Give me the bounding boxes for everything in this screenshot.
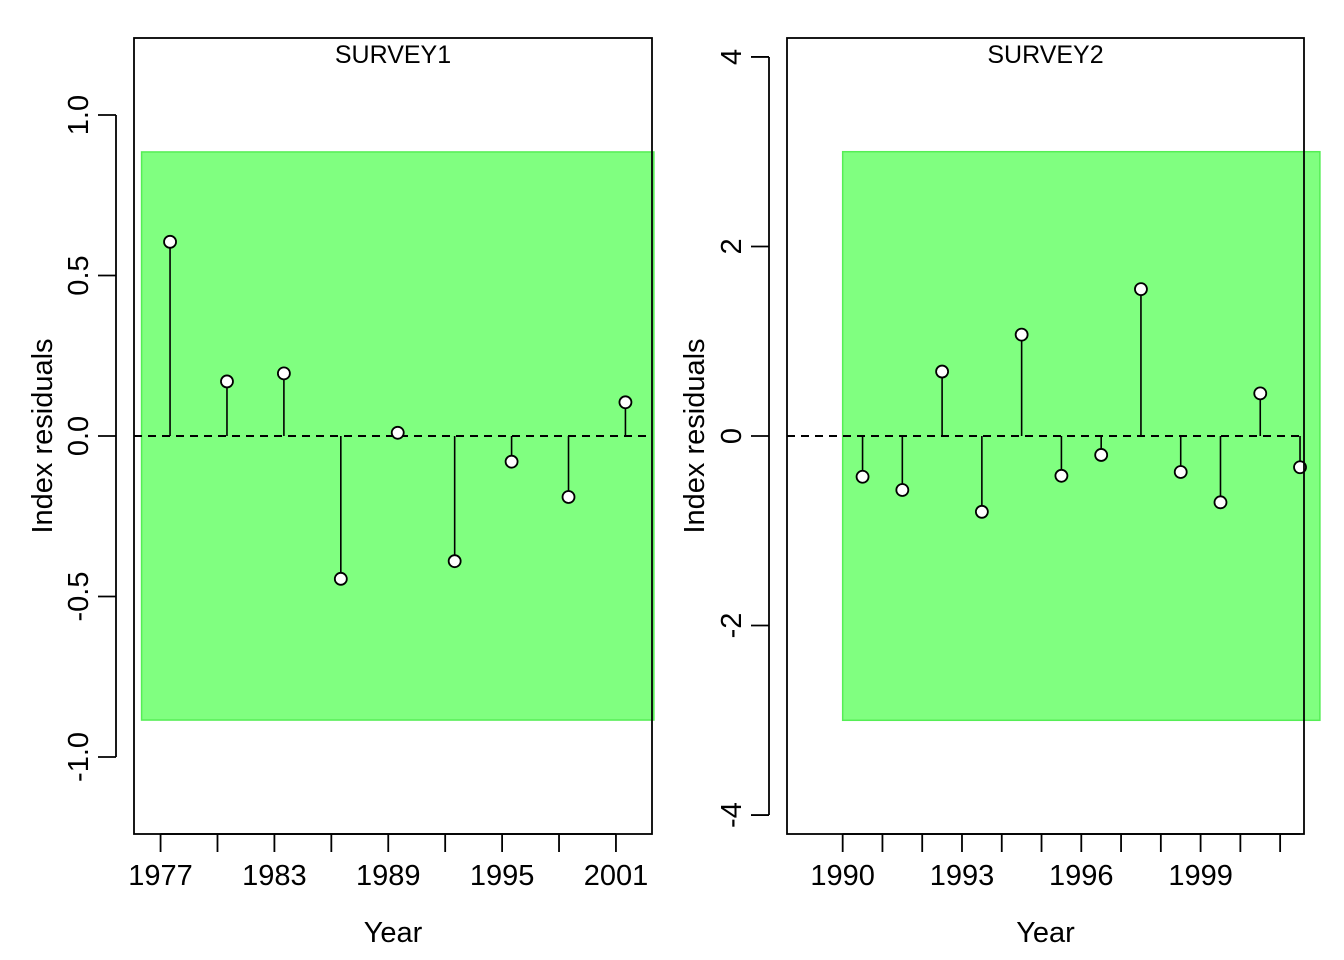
residual-point <box>1173 465 1188 479</box>
residual-point <box>855 469 870 484</box>
residual-point <box>333 571 348 586</box>
x-axis-label: Year <box>1016 917 1075 949</box>
panel-survey2: SURVEY2 1990 1993 1996 1999 Year -4 -2 0 2 4 Index … <box>679 37 1321 949</box>
residual-point <box>561 490 576 504</box>
residual-point <box>618 395 633 410</box>
y-tick-label: -0.5 <box>63 571 95 621</box>
x-tick-label: 1977 <box>128 860 193 892</box>
y-tick-label: 0.0 <box>63 416 95 456</box>
x-tick-label: 1983 <box>242 860 307 892</box>
x-axis-label: Year <box>364 917 423 949</box>
x-tick-label: 1995 <box>470 860 535 892</box>
residual-point <box>1014 327 1029 342</box>
x-tick-label: 1999 <box>1168 860 1233 892</box>
residual-point <box>1293 460 1307 475</box>
residual-point <box>504 454 519 469</box>
residual-point <box>1134 282 1148 297</box>
x-tick-label: 1990 <box>810 860 875 892</box>
residual-point <box>895 483 910 497</box>
y-tick-label: 1.0 <box>63 95 95 135</box>
y-tick-label: 0 <box>716 428 748 444</box>
x-tick-label: 2001 <box>584 860 649 892</box>
y-tick-label: 0.5 <box>63 255 95 295</box>
residual-point <box>390 425 405 440</box>
residual-point <box>220 374 234 389</box>
y-tick-label: -2 <box>716 613 748 639</box>
x-tick-label: 1996 <box>1049 860 1114 892</box>
residual-point <box>1253 386 1268 401</box>
residual-point <box>935 364 949 379</box>
residual-point <box>163 234 177 249</box>
residual-point <box>447 554 462 569</box>
panel-survey1: SURVEY1 1977 1983 1989 1995 2001 Year -1.0 -0.5 0… <box>27 37 655 949</box>
y-tick-label: -4 <box>716 802 748 828</box>
y-axis-label: Index residuals <box>679 338 711 533</box>
residual-point <box>974 504 989 519</box>
residual-point <box>1213 495 1228 510</box>
x-tick-label: 1993 <box>930 860 995 892</box>
y-tick-label: 4 <box>716 49 748 65</box>
y-axis-label: Index residuals <box>27 338 59 533</box>
y-tick-label: 2 <box>716 238 748 254</box>
chart-title: SURVEY2 <box>987 41 1103 69</box>
y-tick-label: -1.0 <box>63 732 95 782</box>
x-tick-label: 1989 <box>356 860 421 892</box>
residual-point <box>276 366 291 381</box>
residual-point <box>1094 448 1109 462</box>
residual-point <box>1054 468 1069 483</box>
chart-title: SURVEY1 <box>335 41 451 69</box>
